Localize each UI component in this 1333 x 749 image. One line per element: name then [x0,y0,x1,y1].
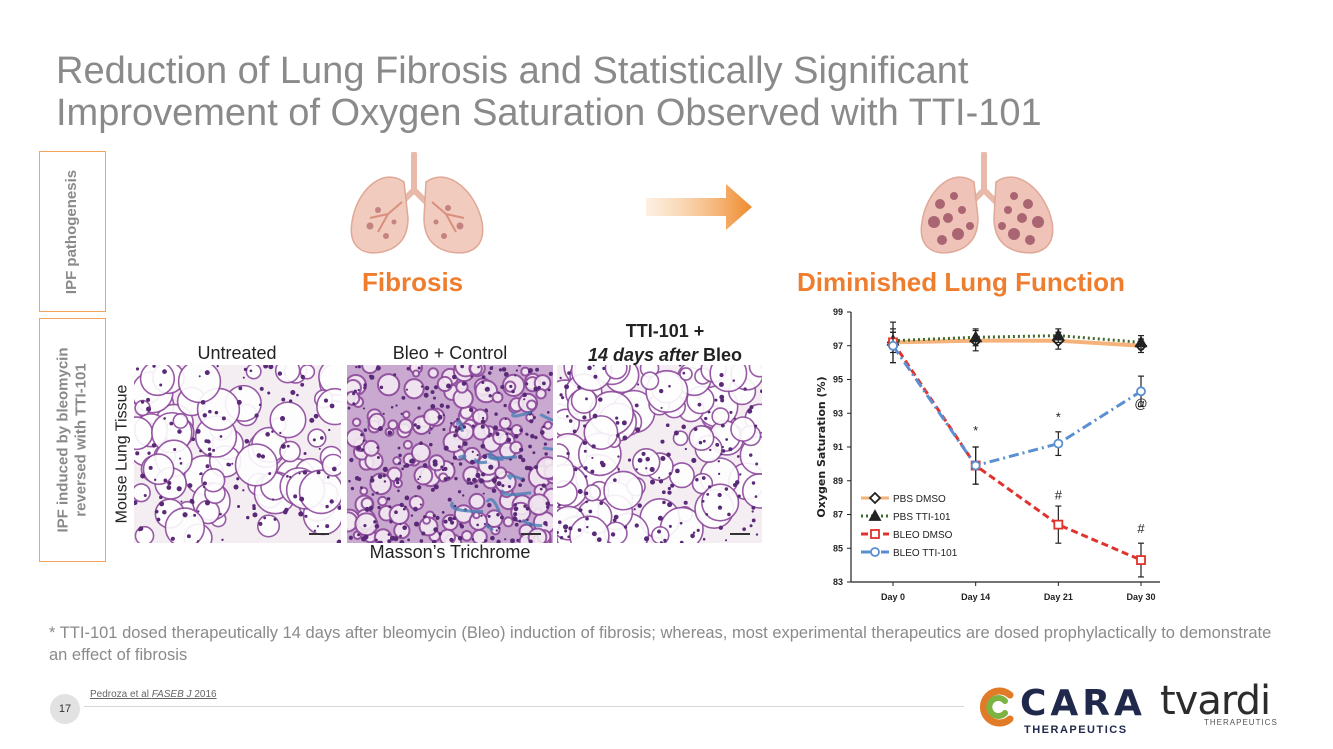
legend-marker [868,509,882,521]
histology-label-tti101-tail: Bleo [698,345,743,365]
tvardi-logo: tvardi THERAPEUTICS [1160,678,1290,728]
masson-trichrome-label: Masson’s Trichrome [369,542,531,562]
citation-journal: FASEB J [151,689,192,700]
citation-author: Pedroza et al [90,689,152,700]
data-point [888,340,898,351]
legend-marker [868,491,882,505]
chart-y-tick-label: 89 [833,476,843,486]
side-label-pathogenesis-text: IPF pathogenesis [63,169,81,294]
slide-title-line-1: Reduction of Lung Fibrosis and Statistic… [56,50,969,92]
tvardi-wordmark: tvardi [1160,678,1271,724]
chart-y-tick-label: 93 [833,408,843,418]
series-line-2 [891,341,1142,562]
chart-y-tick-label: 85 [833,543,843,553]
cara-c-icon [979,687,1014,727]
series-line-1 [892,334,1142,344]
side-label-pathogenesis: IPF pathogenesis [39,151,106,312]
slide-title-line-2: Improvement of Oxygen Saturation Observe… [56,92,1042,134]
side-label-bleomycin-line-1: IPF induced by bleomycin [54,347,72,533]
chart-x-tick-label: Day 0 [881,592,905,602]
data-point [970,460,981,471]
chart-legend: PBS DMSO PBS TTI-101 BLEO DMSO BLEO TTI-101 [861,491,958,559]
citation-year: 2016 [191,689,217,700]
data-point [969,330,983,343]
series-line-3 [891,344,1142,468]
chart-y-tick-label: 97 [833,341,843,351]
footnote-star: * [49,624,56,642]
chart-y-tick-label: 95 [833,375,843,385]
progression-arrow-icon [646,184,752,230]
footer-divider [84,706,964,707]
series-line-0 [892,338,1142,348]
histology-image-untreated [134,365,341,543]
footnote: * TTI-101 dosed therapeutically 14 days … [49,622,1279,666]
significance-annotation: * [1056,410,1061,425]
chart-y-tick-label: 99 [833,307,843,317]
significance-annotation: @ [1134,396,1147,411]
data-point [1136,386,1146,397]
mouse-lung-tissue-text: Mouse Lung Tissue [113,384,130,524]
cara-wordmark: CARA [1020,683,1146,724]
histology-label-tti101: TTI-101 + 14 days after Bleo [556,319,774,367]
significance-annotation: # [1055,487,1063,502]
chart-x-tick-label: Day 14 [961,592,990,602]
footnote-text: TTI-101 dosed therapeutically 14 days af… [49,624,1272,664]
citation-link[interactable]: Pedroza et al FASEB J 2016 [90,689,217,700]
legend-label: PBS DMSO [893,494,946,505]
data-point [1051,328,1065,341]
chart-y-tick-label: 87 [833,510,843,520]
legend-label: PBS TTI-101 [893,512,951,523]
diseased-lungs-illustration [920,152,1054,254]
histology-label-tti101-line-1: TTI-101 + [625,321,705,341]
chart-y-axis-label: Oxygen Saturation (%) [815,376,828,517]
tvardi-subtitle: THERAPEUTICS [1204,718,1278,727]
cara-subtitle: THERAPEUTICS [1024,724,1128,736]
significance-annotation: # [1137,521,1145,536]
histology-image-bleo-control [347,365,553,543]
page-number: 17 [50,694,80,724]
oxygen-saturation-chart: 83 85 87 89 91 93 95 97 99 Day 0 Day 14 Day 21 Day 3… [815,307,1160,602]
legend-marker [870,529,880,539]
legend-label: BLEO DMSO [893,530,953,541]
legend-marker [870,547,880,557]
side-label-bleomycin-line-2: reversed with TTI-101 [72,363,90,517]
histology-label-tti101-italic: 14 days after [587,345,699,365]
histology-label-untreated: Untreated [197,343,277,363]
legend-label: BLEO TTI-101 [893,548,958,559]
data-point [1053,519,1064,530]
chart-y-tick-label: 83 [833,577,843,587]
lung-function-heading: Diminished Lung Function [797,267,1125,297]
chart-x-tick-label: Day 21 [1044,592,1073,602]
histology-image-tti101 [557,365,762,543]
chart-x-tick-label: Day 30 [1126,592,1155,602]
cara-logo: CARA THERAPEUTICS [972,683,1152,739]
side-label-bleomycin-text: IPF induced by bleomycin reversed with T… [55,347,91,532]
data-point [1134,335,1148,348]
side-label-bleomycin: IPF induced by bleomycin reversed with T… [39,318,106,562]
slide-title: Reduction of Lung Fibrosis and Statistic… [56,50,1206,134]
data-point [1053,438,1064,449]
data-point [1136,555,1146,565]
chart-y-tick-label: 91 [833,442,843,452]
significance-annotation: * [973,423,978,438]
histology-label-bleo-control: Bleo + Control [392,343,508,363]
fibrosis-heading: Fibrosis [362,267,464,297]
healthy-lungs-illustration [350,152,484,254]
